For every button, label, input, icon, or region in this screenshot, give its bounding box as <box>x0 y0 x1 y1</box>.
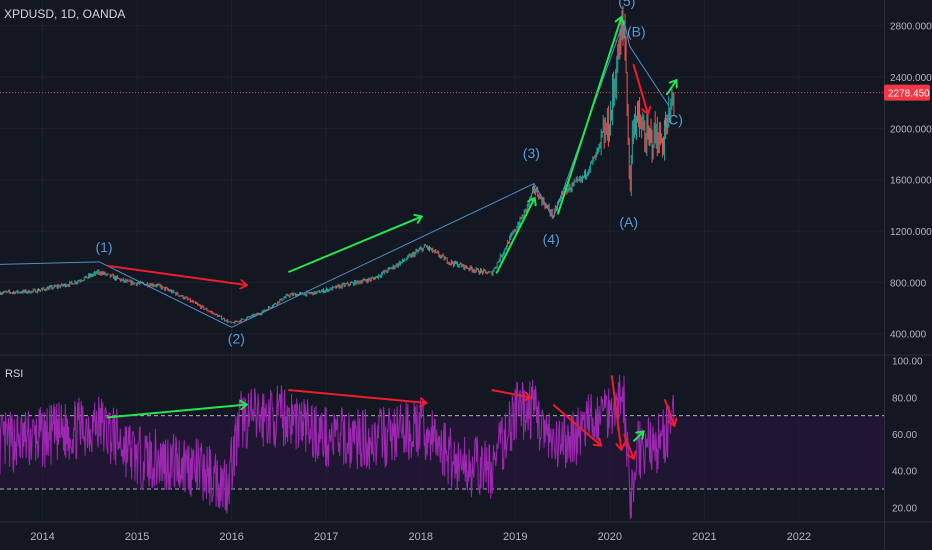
wave-label: (3) <box>523 145 540 161</box>
trend-arrow-green <box>287 217 420 274</box>
rsi-title: RSI <box>5 368 24 380</box>
price-tick-label: 2000.000 <box>890 124 932 135</box>
price-tick-label: 800.000 <box>890 278 927 289</box>
wave-label: (A) <box>619 214 638 230</box>
rsi-line <box>0 374 675 520</box>
wave-label: (4) <box>543 231 560 247</box>
rsi-arrow-red <box>610 375 621 448</box>
price-tick-label: 1200.000 <box>890 227 932 238</box>
wave-label: (1) <box>95 239 112 255</box>
wave-label: (B) <box>627 24 646 40</box>
rsi-tick-label: 60.00 <box>892 430 917 441</box>
rsi-tick-label: 40.00 <box>892 467 917 478</box>
rsi-tick-label: 100.00 <box>892 357 923 368</box>
trend-arrow-green <box>665 81 676 96</box>
time-tick-label: 2020 <box>598 531 622 543</box>
price-tick-label: 400.000 <box>890 330 927 341</box>
time-tick-label: 2021 <box>692 531 716 543</box>
time-tick-label: 2014 <box>30 531 54 543</box>
rsi-arrow-red <box>663 398 674 425</box>
current-price-badge <box>884 84 930 101</box>
rsi-arrow-red <box>623 433 633 458</box>
time-tick-label: 2015 <box>125 531 149 543</box>
price-tick-label: 2400.000 <box>890 73 932 84</box>
rsi-arrow-green <box>106 405 246 419</box>
rsi-tick-label: 20.00 <box>892 503 917 514</box>
symbol-label[interactable]: XPDUSD, 1D, OANDA <box>4 7 126 21</box>
time-tick-label: 2019 <box>503 531 527 543</box>
price-tick-label: 2800.000 <box>890 22 932 33</box>
time-tick-label: 2017 <box>314 531 338 543</box>
wave-impulse-line <box>0 20 625 328</box>
wave-correction-line <box>623 20 669 106</box>
time-tick-label: 2018 <box>408 531 432 543</box>
rsi-arrow-red <box>491 389 530 397</box>
trend-arrow-red <box>632 63 647 113</box>
rsi-arrow-red <box>288 389 425 403</box>
trend-arrow-green <box>495 199 534 274</box>
wave-label: (2) <box>228 330 245 346</box>
rsi-arrow-green <box>632 432 642 443</box>
time-tick-label: 2022 <box>787 531 811 543</box>
time-tick-label: 2016 <box>219 531 243 543</box>
trend-arrow-green <box>556 18 621 215</box>
price-tick-label: 1600.000 <box>890 176 932 187</box>
rsi-arrow-red <box>552 403 600 445</box>
wave-label: (C) <box>663 112 682 128</box>
rsi-tick-label: 80.00 <box>892 393 917 404</box>
wave-label: (5) <box>618 0 635 9</box>
current-price-value: 2278.450 <box>888 89 930 100</box>
trend-arrow-red <box>106 264 246 285</box>
